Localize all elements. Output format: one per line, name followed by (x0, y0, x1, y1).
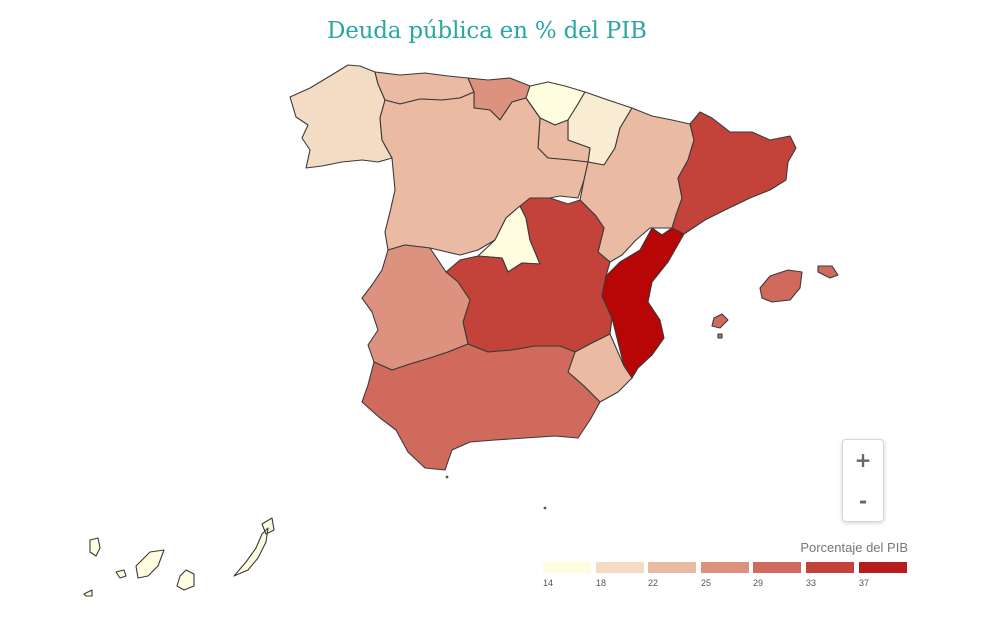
legend-label: 18 (596, 578, 607, 588)
legend-label: 14 (543, 578, 554, 588)
legend-title: Porcentaje del PIB (800, 540, 908, 555)
legend-label: 37 (859, 578, 870, 588)
region-comunidad-valenciana[interactable] (601, 227, 685, 379)
map-title: Deuda pública en % del PIB (327, 18, 647, 44)
legend-swatch (859, 562, 907, 573)
legend-label: 25 (701, 578, 712, 588)
region-andalucia[interactable] (361, 343, 601, 471)
zoom-in-button[interactable]: + (854, 448, 872, 472)
legend-label: 29 (753, 578, 764, 588)
legend-color-scale (543, 562, 907, 573)
legend-label: 22 (648, 578, 659, 588)
zoom-control: + - (842, 439, 884, 522)
legend-label: 33 (806, 578, 817, 588)
region-illes-balears[interactable] (711, 265, 839, 339)
ceuta-dot (445, 475, 449, 479)
legend-swatch (806, 562, 854, 573)
melilla-dot (543, 506, 547, 510)
legend-swatch (753, 562, 801, 573)
legend-swatch (596, 562, 644, 573)
legend-swatch (701, 562, 749, 573)
region-castilla-y-leon[interactable] (379, 91, 589, 256)
region-cataluna[interactable] (671, 111, 797, 235)
legend-swatch (648, 562, 696, 573)
zoom-out-button[interactable]: - (858, 489, 868, 513)
legend-swatch (543, 562, 591, 573)
region-canarias[interactable] (83, 517, 275, 597)
